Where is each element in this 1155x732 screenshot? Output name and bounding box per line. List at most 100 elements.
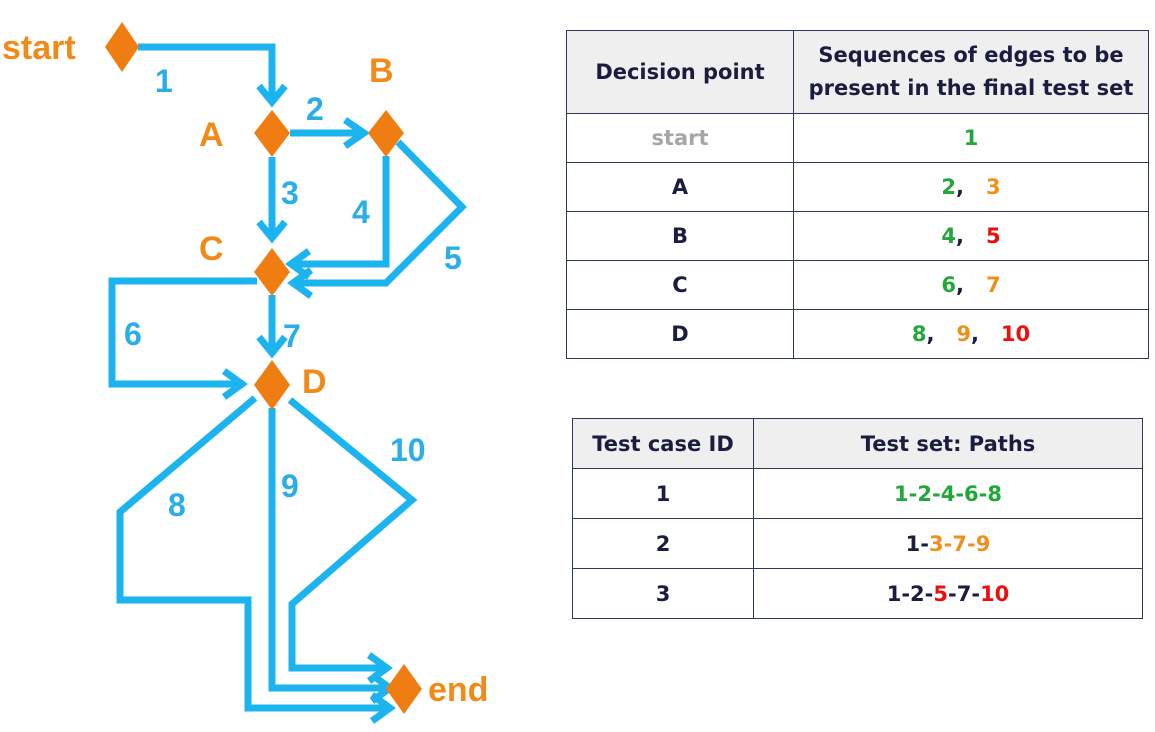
edge-sequence-cell: 4, 5 — [793, 211, 1149, 261]
edge-5 — [287, 139, 467, 299]
path-separator: - — [971, 581, 981, 606]
node-c-label: C — [199, 230, 224, 268]
edge-number: 3 — [985, 175, 1001, 199]
test-paths-header: Test set: Paths — [753, 418, 1143, 469]
edge-separator: , — [956, 273, 986, 297]
decision-point-cell: D — [566, 309, 794, 359]
edge-number: 2 — [941, 175, 957, 199]
edge-7 — [256, 295, 288, 359]
edge-number: 5 — [985, 224, 1001, 248]
test-case-id-header: Test case ID — [572, 418, 754, 469]
node-end-label: end — [428, 671, 488, 709]
path-edge: 7 — [956, 581, 972, 606]
edge-sequence-cell: 2, 3 — [793, 162, 1149, 212]
path-separator: - — [978, 481, 988, 506]
path-edge: 1 — [905, 531, 921, 556]
node-end-diamond — [386, 664, 422, 714]
decision-point-cell: start — [566, 113, 794, 163]
edge-number: 10 — [1000, 322, 1031, 346]
node-d-label: D — [302, 363, 327, 401]
test-cases-table: Test case ID Test set: Paths 1 1-2-4-6-8 2… — [572, 418, 1143, 619]
edge-number: 4 — [941, 224, 957, 248]
control-flow-graph: start A B C D end 1 2 3 4 5 6 7 8 9 10 — [2, 22, 488, 724]
edge-4-label: 4 — [352, 194, 370, 230]
edge-number: 6 — [941, 273, 957, 297]
path-separator: - — [920, 531, 930, 556]
node-start-diamond — [105, 22, 139, 72]
path-edge: 8 — [987, 481, 1002, 506]
edge-10-label: 10 — [390, 432, 426, 468]
edge-separator: , — [956, 175, 986, 199]
test-path-cell: 1-2-5-7-10 — [753, 568, 1143, 619]
test-case-row: 2 1-3-7-9 — [572, 518, 1143, 569]
decision-point-cell: C — [566, 260, 794, 310]
node-start-label: start — [2, 29, 76, 67]
edge-sequence-cell: 8, 9, 10 — [793, 309, 1149, 359]
path-separator: - — [943, 531, 953, 556]
edge-number: 8 — [911, 322, 927, 346]
decision-row: B 4, 5 — [566, 211, 1149, 261]
test-case-row: 3 1-2-5-7-10 — [572, 568, 1143, 619]
node-a-diamond — [254, 110, 290, 157]
edge-number: 7 — [985, 273, 1001, 297]
test-case-id-cell: 1 — [572, 468, 754, 519]
edge-10 — [287, 397, 418, 684]
edge-5-label: 5 — [444, 240, 462, 276]
edge-3 — [256, 157, 288, 244]
test-case-row: 1 1-2-4-6-8 — [572, 468, 1143, 519]
edge-sequence-cell: 6, 7 — [793, 260, 1149, 310]
path-edge: 6 — [964, 481, 979, 506]
edge-separator: , — [956, 224, 986, 248]
edge-6 — [108, 277, 257, 400]
path-edge: 3 — [929, 531, 944, 556]
path-edge: 5 — [933, 581, 948, 606]
edge-2 — [290, 117, 371, 149]
edge-6-label: 6 — [124, 316, 142, 352]
node-a-label: A — [199, 116, 224, 154]
edge-8-label: 8 — [168, 487, 186, 523]
edge-1 — [138, 43, 288, 108]
decision-point-cell: B — [566, 211, 794, 261]
edge-7-label: 7 — [283, 318, 301, 354]
path-edge: 1 — [886, 581, 902, 606]
path-separator: - — [931, 481, 941, 506]
decision-row: start 1 — [566, 113, 1149, 163]
decision-points-table: Decision point Sequences of edges to be … — [566, 30, 1149, 359]
path-separator: - — [955, 481, 965, 506]
path-edge: 2 — [910, 581, 925, 606]
path-edge: 2 — [917, 481, 932, 506]
test-case-id-cell: 3 — [572, 568, 754, 619]
decision-table-body: start 1 A 2, 3 B 4, 5 C 6, 7 D 8, 9, 10 — [566, 113, 1149, 359]
edge-number: 9 — [956, 322, 971, 346]
test-path-cell: 1-2-4-6-8 — [753, 468, 1143, 519]
edge-sequences-header-line-1: Sequences of edges to be — [818, 43, 1124, 67]
node-b-diamond — [368, 110, 404, 157]
path-edge: 10 — [980, 581, 1010, 606]
path-edge: 9 — [975, 531, 991, 556]
decision-row: D 8, 9, 10 — [566, 309, 1149, 359]
edge-1-label: 1 — [155, 63, 173, 99]
path-edge: 4 — [940, 481, 956, 506]
path-separator: - — [948, 581, 957, 606]
path-separator: - — [966, 531, 976, 556]
edge-separator: , — [926, 322, 957, 346]
edge-3-label: 3 — [281, 175, 299, 211]
edge-separator: , — [971, 322, 1001, 346]
decision-point-cell: A — [566, 162, 794, 212]
decision-row: A 2, 3 — [566, 162, 1149, 212]
edge-number: 1 — [963, 126, 979, 150]
test-case-id-cell: 2 — [572, 518, 754, 569]
node-c-diamond — [254, 248, 290, 296]
edge-sequence-cell: 1 — [793, 113, 1149, 163]
test-table-header-row: Test case ID Test set: Paths — [572, 418, 1143, 469]
edge-sequences-header-line-2: present in the final test set — [808, 76, 1134, 100]
path-separator: - — [908, 481, 918, 506]
edge-2-label: 2 — [306, 91, 324, 127]
path-separator: - — [924, 581, 934, 606]
test-table-body: 1 1-2-4-6-8 2 1-3-7-9 3 1-2-5-7-10 — [572, 468, 1143, 619]
edge-9-label: 9 — [281, 468, 299, 504]
test-path-cell: 1-3-7-9 — [753, 518, 1143, 569]
path-edge: 7 — [952, 531, 967, 556]
node-b-label: B — [369, 52, 394, 90]
path-edge: 1 — [894, 481, 909, 506]
